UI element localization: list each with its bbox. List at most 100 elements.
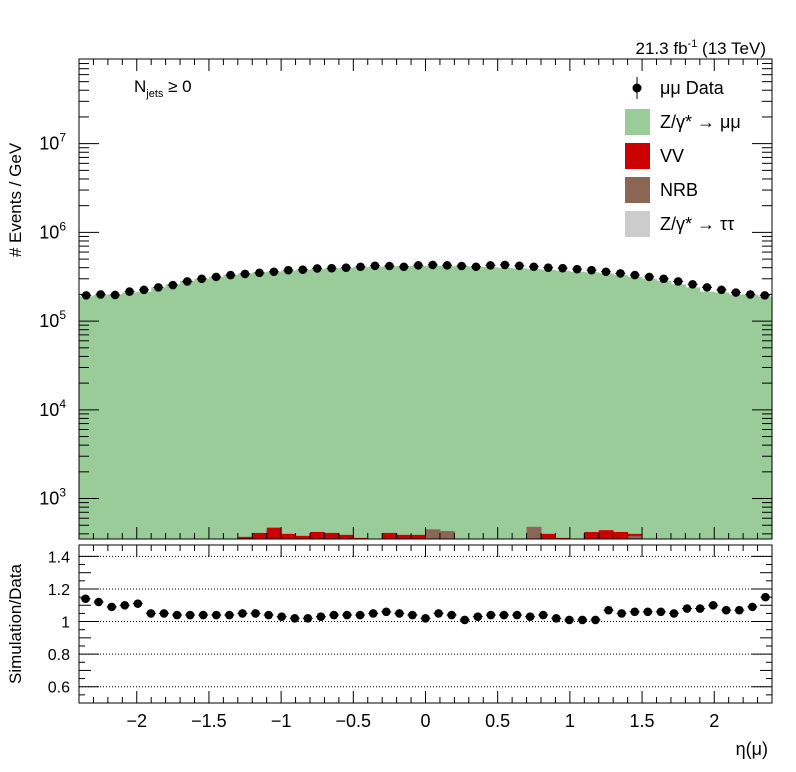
y-tick-label: 104	[39, 397, 66, 420]
zmm-bar	[281, 270, 297, 539]
ratio-point	[682, 604, 692, 613]
ratio-point	[329, 610, 339, 620]
data-point	[673, 277, 683, 286]
data-point	[486, 261, 495, 270]
njets-annotation: Njets ≥ 0	[134, 77, 192, 100]
data-point	[399, 262, 409, 272]
zmm-bar	[122, 292, 138, 539]
zmm-bar	[310, 269, 326, 539]
ratio-point	[159, 609, 169, 618]
data-point	[284, 265, 293, 275]
zmm-bar	[555, 270, 571, 539]
data-point	[688, 279, 697, 289]
ratio-point	[198, 610, 208, 620]
ratio-tick-label: 0.8	[48, 647, 70, 664]
nrb-bar	[439, 531, 455, 539]
zmm-bar	[338, 267, 354, 539]
data-point	[515, 261, 524, 271]
ratio-point	[81, 594, 90, 604]
ratio-point	[225, 610, 234, 620]
x-tick-label: 1.5	[630, 711, 655, 731]
data-point	[731, 288, 741, 297]
zmm-bar	[439, 266, 455, 539]
vv-bar	[396, 534, 412, 539]
legend-label-zmm: Z/γ* → μμ	[660, 112, 741, 132]
ratio-point	[251, 609, 260, 618]
ratio-point	[316, 612, 326, 621]
data-point	[630, 270, 640, 280]
ratio-point	[761, 592, 770, 602]
zmm-bar	[613, 275, 629, 539]
ratio-point	[735, 605, 744, 615]
zmm-bar	[252, 272, 268, 539]
ratio-point	[355, 610, 365, 620]
legend-label-nrb: NRB	[660, 180, 698, 200]
ratio-point	[238, 609, 247, 618]
ratio-tick-label: 1	[61, 615, 70, 632]
ratio-panel: −2 −1.5 −1 −0.5 0 0.5 1 1.5 2 0.6 0.8 1 1.2 1.4 Simul…	[6, 544, 773, 759]
ratio-point	[748, 602, 757, 612]
zmm-bar	[468, 266, 484, 539]
zmm-bar	[512, 268, 528, 539]
ratio-point	[525, 612, 535, 621]
data-point	[298, 265, 308, 274]
zmm-bar	[541, 269, 557, 539]
zmm-bar	[411, 265, 427, 539]
ratio-point	[421, 613, 430, 623]
ratio-tick-label: 1.4	[48, 549, 70, 566]
data-point	[110, 290, 120, 300]
data-point	[154, 283, 163, 292]
main-axes: 103 104 105 106 107	[39, 58, 773, 539]
ratio-point	[551, 613, 561, 623]
legend-swatch-zmm	[625, 109, 650, 135]
ratio-point	[460, 615, 470, 625]
ratio-point	[669, 609, 679, 618]
legend: μμ Data Z/γ* → μμ VV NRB Z/γ* → ττ	[625, 77, 741, 237]
zmm-bar	[584, 272, 600, 539]
zmm-bar	[598, 273, 614, 539]
data-point	[197, 274, 207, 284]
vv-bar	[555, 537, 571, 539]
vv-bar	[281, 533, 296, 539]
zmm-bar	[685, 287, 701, 539]
zmm-bar	[194, 278, 210, 539]
zmm-bar	[353, 267, 369, 539]
ratio-point	[381, 607, 391, 617]
data-point	[240, 269, 250, 279]
ratio-axes: −2 −1.5 −1 −0.5 0 0.5 1 1.5 2 0.6 0.8 1 1.2 1.4	[48, 545, 773, 731]
y-axis-title-ratio: Simulation/Data	[6, 563, 25, 684]
data-point	[746, 290, 755, 299]
x-tick-label: −2	[126, 711, 147, 731]
ratio-point	[565, 615, 574, 625]
ratio-point	[211, 610, 221, 620]
x-tick-label: 2	[709, 711, 719, 731]
data-point	[717, 285, 726, 295]
zmm-bar	[208, 276, 224, 539]
zmm-bar	[396, 266, 412, 539]
ratio-point	[107, 602, 116, 612]
vv-bar	[353, 537, 369, 539]
y-tick-label: 107	[39, 131, 66, 154]
data-point	[341, 263, 351, 272]
zmm-bar	[656, 280, 672, 539]
ratio-point	[395, 609, 404, 618]
zmm-bar	[497, 267, 513, 539]
data-point	[125, 287, 134, 296]
ratio-point	[578, 615, 587, 625]
nrb-bar	[425, 529, 441, 539]
ratio-point	[133, 599, 143, 608]
x-tick-label: 0	[420, 711, 430, 731]
ratio-point	[185, 610, 195, 620]
zmm-bar	[670, 284, 686, 539]
vv-bar	[584, 531, 600, 539]
data-point	[644, 272, 654, 282]
ratio-point	[408, 610, 417, 620]
zmm-bar	[569, 271, 585, 539]
data-point	[529, 262, 539, 272]
ratio-point	[538, 610, 548, 620]
legend-swatch-nrb	[625, 177, 650, 203]
y-tick-label: 103	[39, 486, 66, 509]
x-tick-label: 1	[565, 711, 575, 731]
data-point	[356, 262, 365, 272]
ratio-point	[342, 610, 352, 620]
